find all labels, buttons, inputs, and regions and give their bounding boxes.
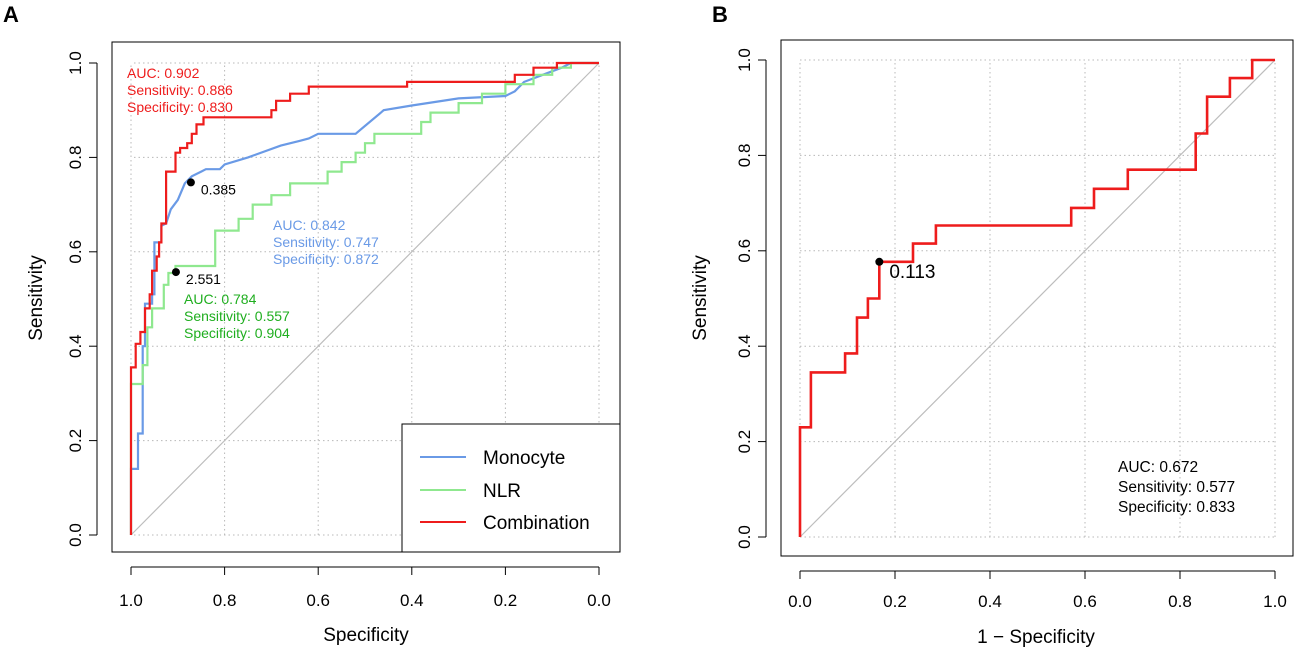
panel-a-series [129, 61, 599, 535]
panel-b-plot-frame [780, 39, 1294, 557]
x-tick-label: 0.8 [1168, 592, 1192, 611]
legend: Monocyte NLR Combination [401, 423, 621, 553]
panel-a-axes: 1.0 0.8 0.6 0.4 0.2 0.0 0.0 0.2 0.4 0.6 0.8 1.0 [66, 51, 611, 610]
x-tick-label: 0.0 [587, 591, 611, 610]
annotation-monocyte-auc: AUC: 0.842 [273, 217, 346, 233]
panel-a-reference-line [130, 62, 600, 536]
cutoff-point-nlr [171, 268, 180, 277]
y-tick-label: 0.0 [66, 523, 85, 547]
legend-label-nlr: NLR [483, 481, 521, 502]
x-tick-label: 1.0 [119, 591, 143, 610]
panel-a-plot-frame [111, 41, 621, 553]
y-tick-label: 0.2 [735, 430, 754, 454]
legend-label-monocyte: Monocyte [483, 448, 565, 469]
x-tick-label: 0.4 [400, 591, 424, 610]
annotation-combination-sensitivity: Sensitivity: 0.886 [127, 82, 233, 98]
annotation-combination-specificity: Specificity: 0.830 [127, 99, 233, 115]
y-tick-label: 0.2 [66, 429, 85, 453]
x-tick-label: 0.2 [494, 591, 518, 610]
panel-b-x-axis-title: 1 − Specificity [977, 627, 1095, 648]
y-tick-label: 0.6 [735, 239, 754, 263]
annotation-monocyte: AUC: 0.842 Sensitivity: 0.747 Specificit… [273, 217, 379, 267]
cutoff-label-roc: 0.113 [889, 262, 935, 283]
annotation-combination-auc: AUC: 0.902 [127, 65, 200, 81]
series-line-combination [129, 61, 599, 535]
annotation-nlr-specificity: Specificity: 0.904 [184, 325, 290, 341]
annotation-monocyte-sensitivity: Sensitivity: 0.747 [273, 234, 379, 250]
panel-a-letter: A [3, 2, 19, 27]
panel-b-cutoff-points: 0.113 [875, 257, 935, 283]
annotation-nlr: AUC: 0.784 Sensitivity: 0.557 Specificit… [184, 291, 290, 341]
panel-b-y-axis-title: Sensitivity [690, 255, 711, 341]
series-line-nlr [129, 61, 599, 535]
annotation-b-auc: AUC: 0.672 [1118, 459, 1198, 476]
panel-a: A 0.385 2.551 1.0 0.8 0.6 0.4 0.2 0.0 0.0 0.2 0.4… [3, 2, 621, 646]
cutoff-point-monocyte [186, 178, 195, 187]
panel-a-y-axis-title: Sensitivity [26, 255, 47, 341]
y-tick-label: 0.4 [66, 334, 85, 358]
cutoff-label-nlr: 2.551 [186, 271, 221, 287]
annotation-b-specificity: Specificity: 0.833 [1118, 499, 1235, 516]
x-tick-label: 0.4 [978, 592, 1002, 611]
panel-b-grid [799, 59, 1276, 538]
panel-b: B 0.113 0.0 0.2 0.4 0.6 0.8 1.00.00.20.40.60.… [690, 2, 1294, 648]
y-tick-label: 0.8 [735, 144, 754, 168]
panel-a-x-axis-title: Specificity [323, 625, 409, 646]
y-tick-label: 0.4 [735, 334, 754, 358]
y-tick-label: 0.0 [735, 525, 754, 549]
panel-a-cutoff-points: 0.385 2.551 [171, 178, 236, 287]
cutoff-label-monocyte: 0.385 [201, 181, 236, 197]
annotation-b-sensitivity: Sensitivity: 0.577 [1118, 479, 1235, 496]
y-tick-label: 1.0 [735, 48, 754, 72]
y-tick-label: 0.8 [66, 146, 85, 170]
panel-b-letter: B [712, 2, 728, 27]
x-tick-label: 0.2 [883, 592, 907, 611]
series-line-roc [798, 58, 1275, 537]
annotation-nlr-auc: AUC: 0.784 [184, 291, 257, 307]
annotation-panel-b: AUC: 0.672 Sensitivity: 0.577 Specificit… [1118, 459, 1235, 516]
y-tick-label: 1.0 [66, 51, 85, 75]
legend-label-combination: Combination [483, 513, 590, 534]
annotation-nlr-sensitivity: Sensitivity: 0.557 [184, 308, 290, 324]
y-tick-label: 0.6 [66, 240, 85, 264]
panel-b-series [798, 58, 1275, 537]
x-tick-label: 0.0 [788, 592, 812, 611]
legend-box [401, 423, 621, 553]
panel-b-axes: 0.0 0.2 0.4 0.6 0.8 1.0 0.0 0.2 0.4 0.6 0.8 1.0 [735, 48, 1287, 611]
annotation-combination: AUC: 0.902 Sensitivity: 0.886 Specificit… [127, 65, 233, 115]
cutoff-point-roc [875, 257, 884, 266]
annotation-monocyte-specificity: Specificity: 0.872 [273, 251, 379, 267]
x-tick-label: 1.0 [1263, 592, 1287, 611]
x-tick-label: 0.6 [306, 591, 330, 610]
x-tick-label: 0.8 [213, 591, 237, 610]
x-tick-label: 0.6 [1073, 592, 1097, 611]
